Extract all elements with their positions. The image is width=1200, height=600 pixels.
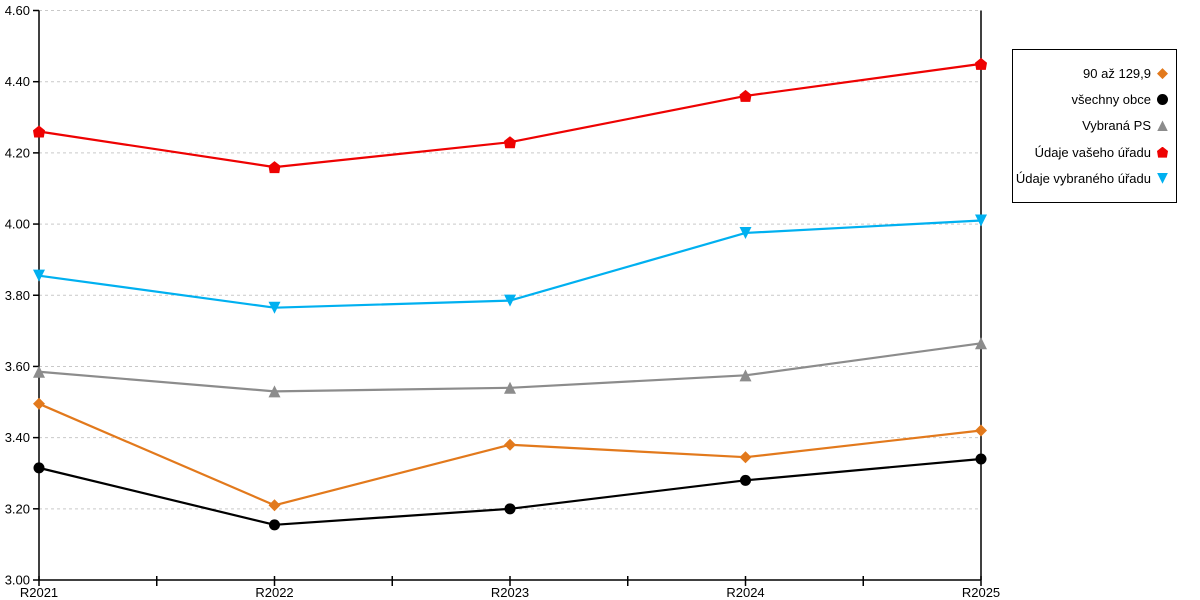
- triangle-up-marker-icon: [1157, 120, 1168, 132]
- y-tick-label: 3.80: [5, 288, 30, 303]
- x-tick-label: R2023: [491, 585, 529, 600]
- series-markers: [33, 57, 987, 531]
- house-marker-icon: [1157, 146, 1168, 158]
- y-tick-label: 4.60: [5, 3, 30, 18]
- y-tick-label: 3.00: [5, 573, 30, 588]
- data-point: [33, 269, 45, 282]
- data-point: [739, 226, 752, 239]
- x-tick-label: R2024: [726, 585, 764, 600]
- diamond-marker-icon: [1157, 68, 1168, 80]
- data-point: [33, 365, 45, 378]
- x-tick-label: R2021: [20, 585, 58, 600]
- legend-item: 90 až 129,9: [1013, 67, 1176, 80]
- legend: 90 až 129,9 všechny obce Vybraná PS Údaje v…: [1012, 49, 1177, 203]
- data-point: [33, 125, 45, 138]
- legend-item: Údaje vybraného úřadu: [1013, 172, 1176, 185]
- legend-label: 90 až 129,9: [1083, 66, 1151, 82]
- data-point: [33, 397, 45, 410]
- data-point: [268, 301, 281, 314]
- legend-label: Údaje vybraného úřadu: [1015, 170, 1151, 186]
- legend-label: všechny obce: [1071, 92, 1152, 108]
- y-tick-label: 3.60: [5, 359, 30, 374]
- legend-label: Údaje vašeho úřadu: [1034, 144, 1151, 160]
- legend-item: všechny obce: [1013, 93, 1176, 106]
- data-point: [975, 57, 987, 70]
- data-point: [739, 89, 752, 102]
- y-tick-label: 4.20: [5, 145, 30, 160]
- axis-ticks: [33, 9, 982, 586]
- series-line: [38, 457, 982, 526]
- data-point: [740, 474, 751, 486]
- triangle-down-marker-icon: [1157, 172, 1168, 184]
- data-point: [975, 453, 987, 465]
- data-point: [975, 337, 987, 350]
- legend-item: Údaje vašeho úřadu: [1013, 146, 1176, 159]
- y-tick-label: 4.40: [5, 74, 30, 89]
- x-tick-label: R2025: [962, 585, 1000, 600]
- data-point: [739, 451, 752, 464]
- y-tick-label: 3.40: [5, 430, 30, 445]
- data-point: [268, 161, 281, 174]
- data-point: [504, 381, 516, 394]
- legend-item: Vybraná PS: [1013, 119, 1176, 132]
- data-point: [504, 294, 516, 307]
- legend-label: Vybraná PS: [1082, 118, 1151, 134]
- data-point: [33, 462, 45, 474]
- data-point: [269, 519, 280, 531]
- x-tick-label: R2022: [255, 585, 293, 600]
- data-point: [739, 369, 752, 382]
- y-axis-labels: 3.00 3.20 3.40 3.60 3.80 4.00 4.20 4.40 4.60: [5, 3, 30, 588]
- data-point: [975, 424, 987, 437]
- series-line: [38, 402, 982, 507]
- series-line: [38, 62, 982, 169]
- data-point: [504, 136, 516, 149]
- data-point: [504, 438, 516, 451]
- data-point: [268, 499, 281, 512]
- data-point: [975, 214, 987, 227]
- gridlines: [39, 10, 981, 510]
- x-axis-labels: R2021 R2022 R2023 R2024 R2025: [20, 585, 1000, 600]
- circle-marker-icon: [1157, 94, 1168, 106]
- y-tick-label: 3.20: [5, 501, 30, 516]
- series-lines: [38, 62, 982, 526]
- y-tick-label: 4.00: [5, 217, 30, 232]
- data-point: [504, 503, 516, 515]
- data-point: [268, 385, 281, 398]
